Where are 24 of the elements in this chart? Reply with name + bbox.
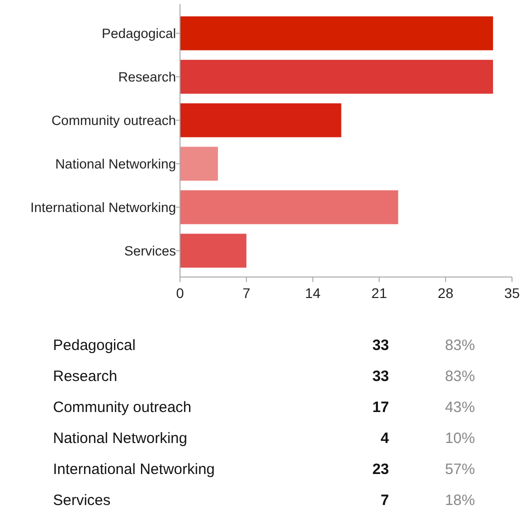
y-tick-label: Research: [118, 70, 176, 85]
text: 7: [380, 492, 389, 506]
text: 83%: [444, 368, 475, 385]
text: 10%: [444, 430, 475, 447]
text: 4: [380, 430, 390, 447]
text: 18%: [444, 492, 475, 506]
text: 23: [372, 461, 389, 478]
x-tick-label: 14: [305, 285, 321, 301]
x-tick-label: 21: [371, 285, 388, 301]
text: 83%: [444, 337, 475, 354]
x-tick-label: 28: [438, 285, 454, 301]
text: 17: [372, 399, 389, 416]
x-tick-label: 7: [242, 285, 250, 301]
y-tick-label: Pedagogical: [102, 26, 176, 42]
y-tick-label: National Networking: [55, 156, 176, 172]
y-tick-label: Community outreach: [51, 112, 176, 128]
text: 43%: [444, 399, 475, 416]
text: 33: [372, 337, 389, 354]
x-tick-label: 35: [504, 285, 520, 301]
text: 57%: [444, 461, 475, 478]
y-tick-label: International Networking: [30, 200, 176, 215]
text: 33: [372, 368, 389, 385]
x-tick-label: 0: [176, 285, 184, 301]
y-tick-label: Services: [124, 243, 176, 258]
